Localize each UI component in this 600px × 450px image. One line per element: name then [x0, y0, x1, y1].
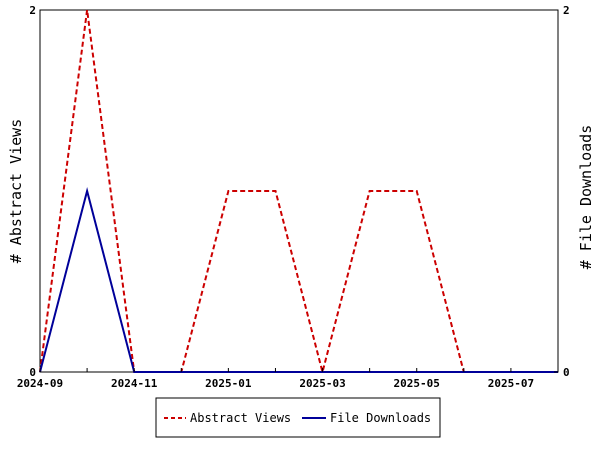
right-y-tick-label: 0	[563, 366, 570, 379]
x-tick-label: 2024-11	[111, 377, 158, 390]
right-axis-title: # File Downloads	[577, 125, 595, 270]
right-y-tick-label: 2	[563, 4, 570, 17]
plot-area	[39, 9, 559, 373]
tick-labels: 2024-09 2024-11 2025-01 2025-03 2025-05 2025-…	[17, 4, 570, 390]
axis-ticks	[39, 9, 559, 373]
series-line-file-downloads	[39, 187, 558, 373]
series-lines	[39, 9, 558, 376]
legend-label-file-downloads: File Downloads	[330, 411, 431, 425]
x-tick-label: 2025-07	[488, 377, 534, 390]
x-tick-label: 2025-03	[299, 377, 345, 390]
left-axis-title: # Abstract Views	[7, 119, 25, 264]
legend: Abstract Views File Downloads	[155, 397, 441, 438]
left-y-tick-label: 2	[29, 4, 36, 17]
x-tick-label: 2024-09	[17, 377, 63, 390]
x-tick-label: 2025-05	[394, 377, 440, 390]
left-y-tick-label: 0	[29, 366, 36, 379]
legend-box	[155, 397, 441, 438]
x-tick-label: 2025-01	[205, 377, 252, 390]
legend-label-abstract-views: Abstract Views	[190, 411, 291, 425]
